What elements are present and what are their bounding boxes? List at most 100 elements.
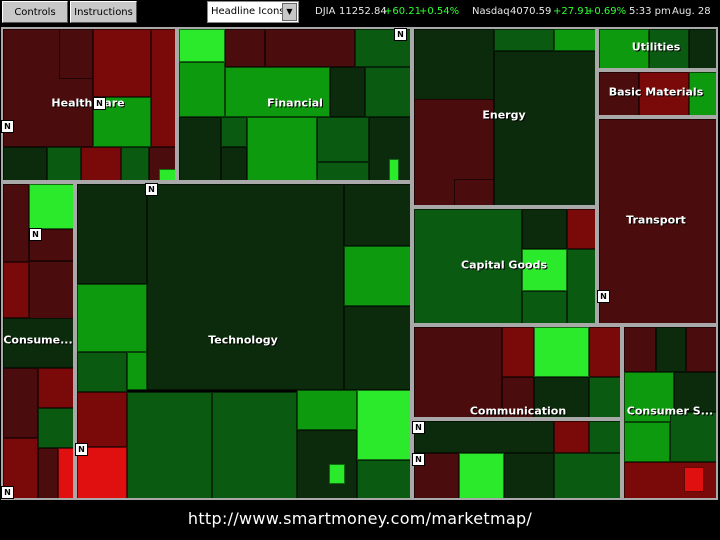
stock-tile[interactable] <box>159 169 175 180</box>
stock-tile[interactable] <box>38 408 73 448</box>
news-badge-icon[interactable]: N <box>1 486 14 499</box>
news-badge-icon[interactable]: N <box>597 290 610 303</box>
stock-tile[interactable] <box>121 147 149 180</box>
stock-tile[interactable] <box>656 327 686 372</box>
stock-tile[interactable] <box>38 448 58 498</box>
stock-tile[interactable] <box>147 184 344 390</box>
news-badge-icon[interactable]: N <box>93 97 106 110</box>
stock-tile[interactable] <box>522 249 567 291</box>
stock-tile[interactable] <box>127 392 212 498</box>
stock-tile[interactable] <box>599 119 716 323</box>
stock-tile[interactable] <box>365 67 410 117</box>
stock-tile[interactable] <box>624 327 656 372</box>
stock-tile[interactable] <box>265 29 355 67</box>
stock-tile[interactable] <box>344 246 410 306</box>
stock-tile[interactable] <box>3 184 29 262</box>
source-url[interactable]: http://www.smartmoney.com/marketmap/ <box>187 509 533 528</box>
stock-tile[interactable] <box>212 392 297 498</box>
stock-tile[interactable] <box>494 51 595 205</box>
stock-tile[interactable] <box>624 372 674 422</box>
stock-tile[interactable] <box>179 62 225 117</box>
stock-tile[interactable] <box>534 377 589 417</box>
stock-tile[interactable] <box>225 67 330 117</box>
stock-tile[interactable] <box>77 184 147 284</box>
stock-tile[interactable] <box>589 377 620 417</box>
stock-tile[interactable] <box>3 368 38 438</box>
stock-tile[interactable] <box>624 422 670 462</box>
news-badge-icon[interactable]: N <box>412 421 425 434</box>
news-badge-icon[interactable]: N <box>1 120 14 133</box>
stock-tile[interactable] <box>414 209 522 323</box>
stock-tile[interactable] <box>317 117 369 162</box>
stock-tile[interactable] <box>522 291 567 323</box>
news-badge-icon[interactable]: N <box>412 453 425 466</box>
controls-button[interactable]: Controls <box>2 1 68 23</box>
stock-tile[interactable] <box>357 390 410 460</box>
stock-tile[interactable] <box>670 412 716 462</box>
view-mode-select[interactable]: Headline Icons ▼ <box>207 1 299 23</box>
stock-tile[interactable] <box>522 209 567 249</box>
stock-tile[interactable] <box>221 117 247 147</box>
stock-tile[interactable] <box>221 147 247 180</box>
stock-tile[interactable] <box>29 184 73 229</box>
stock-tile[interactable] <box>3 147 47 180</box>
stock-tile[interactable] <box>689 29 716 68</box>
stock-tile[interactable] <box>344 184 410 246</box>
stock-tile[interactable] <box>454 179 494 205</box>
instructions-button[interactable]: Instructions <box>70 1 137 23</box>
stock-tile[interactable] <box>534 327 589 377</box>
news-badge-icon[interactable]: N <box>29 228 42 241</box>
stock-tile[interactable] <box>77 392 127 447</box>
stock-tile[interactable] <box>29 261 73 319</box>
stock-tile[interactable] <box>649 29 689 68</box>
stock-tile[interactable] <box>674 372 716 412</box>
stock-tile[interactable] <box>567 249 595 323</box>
stock-tile[interactable] <box>247 117 317 180</box>
stock-tile[interactable] <box>599 29 649 68</box>
stock-tile[interactable] <box>77 284 147 352</box>
stock-tile[interactable] <box>58 448 73 498</box>
stock-tile[interactable] <box>494 29 554 51</box>
stock-tile[interactable] <box>414 327 502 417</box>
stock-tile[interactable] <box>59 29 93 79</box>
stock-tile[interactable] <box>3 318 73 368</box>
stock-tile[interactable] <box>686 327 716 372</box>
stock-tile[interactable] <box>81 147 121 180</box>
stock-tile[interactable] <box>47 147 81 180</box>
stock-tile[interactable] <box>554 421 589 453</box>
stock-tile[interactable] <box>689 72 716 115</box>
chevron-down-icon[interactable]: ▼ <box>282 3 297 21</box>
stock-tile[interactable] <box>3 262 29 318</box>
stock-tile[interactable] <box>502 327 534 377</box>
stock-tile[interactable] <box>504 453 554 498</box>
stock-tile[interactable] <box>414 421 554 453</box>
stock-tile[interactable] <box>639 72 689 115</box>
stock-tile[interactable] <box>389 159 399 180</box>
stock-tile[interactable] <box>330 67 365 117</box>
stock-tile[interactable] <box>329 464 345 484</box>
stock-tile[interactable] <box>38 368 73 408</box>
stock-tile[interactable] <box>459 453 504 498</box>
stock-tile[interactable] <box>502 377 534 417</box>
news-badge-icon[interactable]: N <box>394 28 407 41</box>
stock-tile[interactable] <box>554 453 620 498</box>
stock-tile[interactable] <box>567 209 595 249</box>
stock-tile[interactable] <box>357 460 410 498</box>
stock-tile[interactable] <box>179 29 225 62</box>
stock-tile[interactable] <box>317 162 369 180</box>
news-badge-icon[interactable]: N <box>145 183 158 196</box>
stock-tile[interactable] <box>179 117 221 180</box>
stock-tile[interactable] <box>77 352 127 392</box>
news-badge-icon[interactable]: N <box>75 443 88 456</box>
stock-tile[interactable] <box>225 29 265 67</box>
stock-tile[interactable] <box>127 352 147 390</box>
stock-tile[interactable] <box>297 390 357 430</box>
stock-tile[interactable] <box>599 72 639 115</box>
stock-tile[interactable] <box>684 467 704 492</box>
stock-tile[interactable] <box>297 430 357 498</box>
stock-tile[interactable] <box>93 29 151 97</box>
stock-tile[interactable] <box>151 29 175 147</box>
stock-tile[interactable] <box>589 327 620 377</box>
stock-tile[interactable] <box>344 306 410 390</box>
stock-tile[interactable] <box>554 29 595 51</box>
